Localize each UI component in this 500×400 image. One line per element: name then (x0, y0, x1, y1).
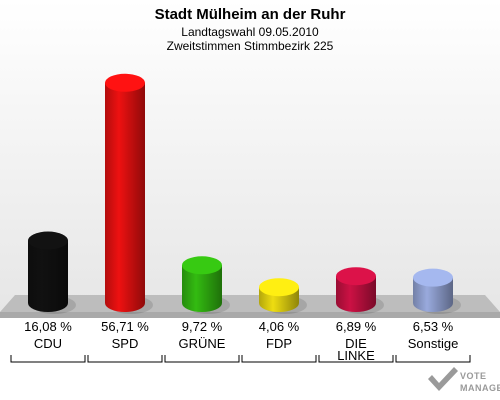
category-label-spd: SPD (112, 336, 139, 351)
value-label-fdp: 4,06 % (259, 319, 300, 334)
bar-top (259, 278, 299, 297)
category-bracket (164, 355, 240, 363)
plot-background (0, 0, 500, 312)
category-label-die-linke: DIE (345, 336, 367, 351)
bar-body (182, 265, 222, 312)
bar-spd (105, 73, 153, 314)
logo-text-2: MANAGER (460, 383, 500, 393)
bar-top (413, 268, 453, 287)
checkmark-icon (428, 367, 458, 391)
category-label-fdp: FDP (266, 336, 292, 351)
category-brackets (10, 355, 471, 363)
category-label-cdu: CDU (34, 336, 62, 351)
bar-sonstige (413, 268, 461, 314)
category-bracket (395, 355, 471, 363)
bar-fdp (259, 278, 307, 314)
category-bracket (87, 355, 163, 363)
value-label-sonstige: 6,53 % (413, 319, 454, 334)
category-bracket (10, 355, 86, 363)
bar-body (413, 277, 453, 312)
value-label-cdu: 16,08 % (24, 319, 72, 334)
bar-top (336, 267, 376, 286)
category-label-sonstige: Sonstige (408, 336, 459, 351)
bar-top (182, 256, 222, 275)
logo-text: VOTE (460, 371, 487, 381)
bars-layer (28, 73, 461, 314)
vote-manager-logo: VOTE MANAGER (428, 367, 500, 393)
chart-subtitle-2: Zweitstimmen Stimmbezirk 225 (167, 39, 334, 53)
bar-grüne (182, 256, 230, 314)
bar-body (28, 240, 68, 312)
labels-layer: 16,08 % CDU 56,71 % SPD 9,72 % GRÜNE 4,06 % FDP… (24, 319, 458, 363)
category-bracket (318, 355, 394, 363)
value-label-grüne: 9,72 % (182, 319, 223, 334)
value-label-die-linke: 6,89 % (336, 319, 377, 334)
bar-body (336, 276, 376, 312)
category-label-die-linke: LINKE (337, 348, 375, 363)
bar-top (28, 231, 68, 250)
category-label-grüne: GRÜNE (179, 336, 226, 351)
chart-title: Stadt Mülheim an der Ruhr (155, 6, 346, 23)
plot-floor-edge (0, 312, 500, 318)
bar-cdu (28, 231, 76, 314)
bar-body (105, 82, 145, 312)
category-bracket (241, 355, 317, 363)
bar-top (105, 73, 145, 92)
chart-subtitle-1: Landtagswahl 09.05.2010 (181, 25, 319, 39)
value-label-spd: 56,71 % (101, 319, 149, 334)
bar-die-linke (336, 267, 384, 314)
